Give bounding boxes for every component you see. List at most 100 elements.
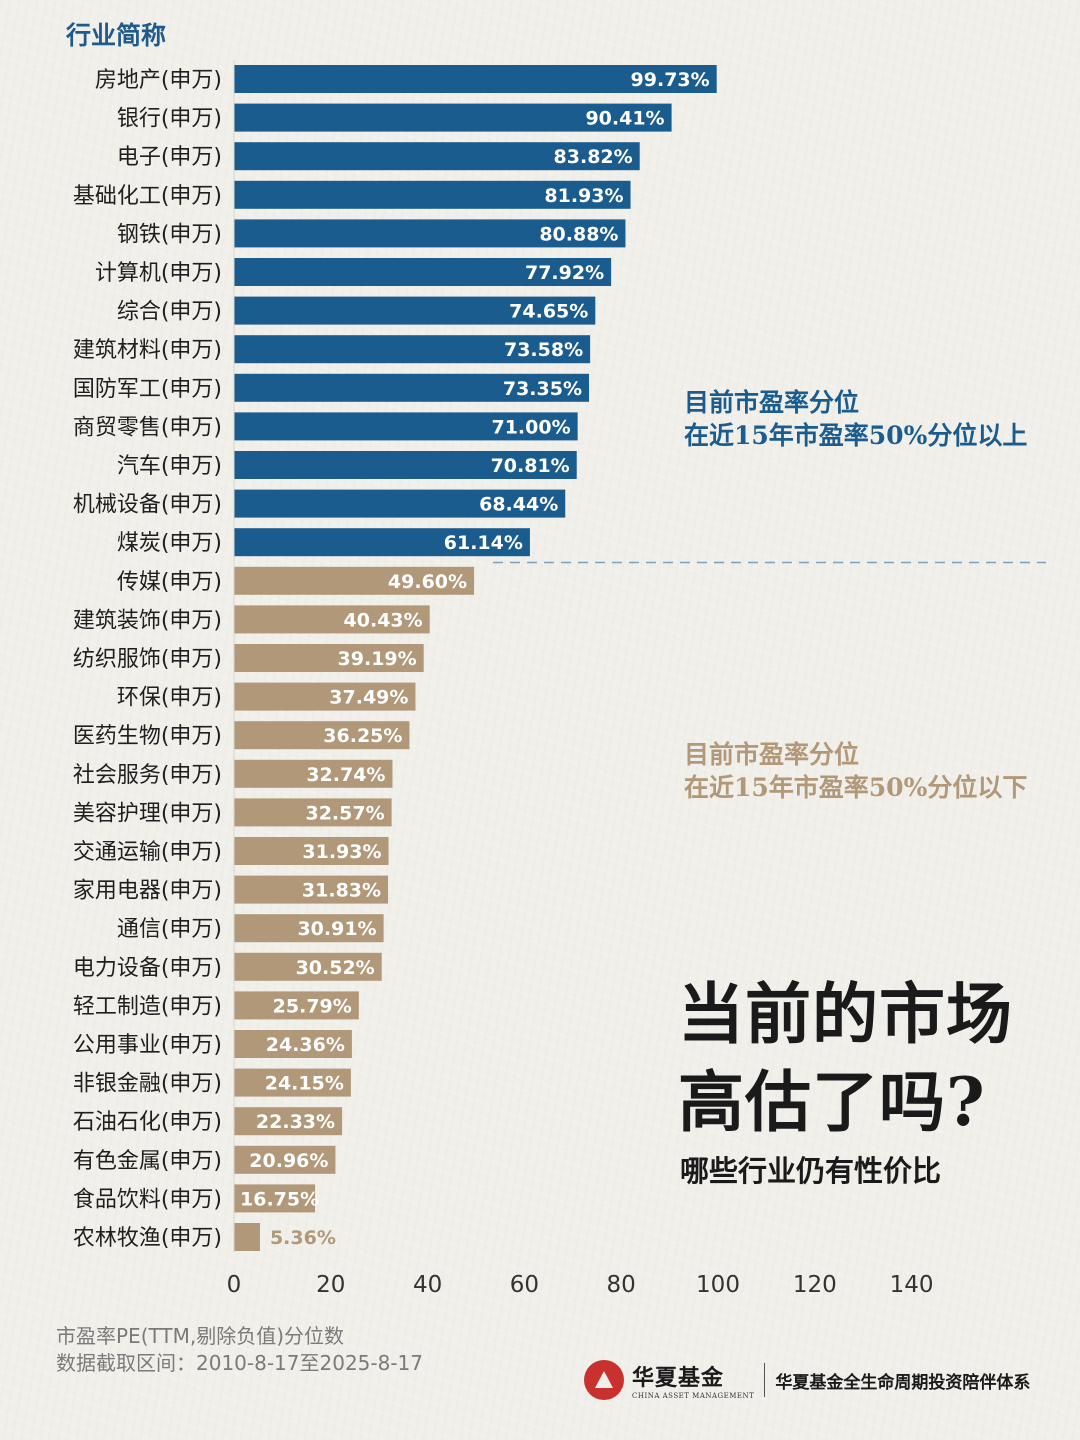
x-tick-40: 40 (413, 1272, 442, 1298)
value-label-23: 30.91% (297, 918, 376, 940)
annotation-above-line2: 在近15年市盈率50%分位以上 (684, 421, 1028, 450)
x-tick-80: 80 (607, 1272, 636, 1298)
bar-20 (234, 798, 392, 827)
bar-2 (234, 103, 672, 132)
category-label-15: 建筑装饰(申万) (73, 608, 222, 633)
category-label-10: 商贸零售(申万) (73, 415, 222, 440)
category-label-13: 煤炭(申万) (117, 531, 222, 556)
bar-23 (234, 914, 384, 943)
value-label-11: 70.81% (491, 455, 570, 477)
value-label-21: 31.93% (302, 841, 381, 863)
brand-divider (764, 1363, 766, 1397)
category-label-28: 石油石化(申万) (73, 1110, 222, 1135)
bar-19 (234, 759, 393, 788)
x-tick-120: 120 (793, 1272, 837, 1298)
x-tick-100: 100 (696, 1272, 740, 1298)
x-tick-60: 60 (510, 1272, 539, 1298)
value-label-16: 39.19% (338, 648, 417, 670)
bar-4 (234, 180, 631, 209)
footnote-date-range: 数据截取区间：2010-8-17至2025-8-17 (56, 1351, 424, 1375)
bar-3 (234, 142, 640, 171)
bar-14 (234, 566, 475, 595)
column-header: 行业简称 (66, 21, 167, 50)
category-label-11: 汽车(申万) (117, 454, 222, 479)
category-label-8: 建筑材料(申万) (73, 338, 222, 363)
bar-21 (234, 837, 389, 865)
value-label-4: 81.93% (544, 185, 623, 207)
headline-line2: 高估了吗? (678, 1063, 986, 1141)
bar-10 (234, 412, 578, 441)
bar-8 (234, 335, 591, 364)
value-label-8: 73.58% (504, 339, 583, 361)
value-label-6: 77.92% (525, 262, 604, 284)
bar-1 (234, 65, 717, 93)
bar-15 (234, 605, 430, 634)
value-label-28: 22.33% (256, 1111, 335, 1133)
bar-29 (234, 1145, 336, 1174)
value-label-26: 24.36% (266, 1034, 345, 1056)
annotation-below-line1: 目前市盈率分位 (684, 740, 860, 769)
footnote-metric: 市盈率PE(TTM,剔除负值)分位数 (56, 1324, 344, 1348)
category-label-21: 交通运输(申万) (73, 840, 222, 865)
value-label-17: 37.49% (329, 687, 408, 709)
category-label-27: 非银金融(申万) (73, 1072, 222, 1097)
bar-chart: 房地产(申万) 99.73% 银行(申万) 90.41% 电子(申万) 83.82% 基础化… (73, 60, 1046, 1298)
value-label-30: 16.75% (240, 1188, 319, 1210)
category-label-17: 环保(申万) (117, 686, 222, 711)
category-label-2: 银行(申万) (117, 107, 222, 132)
annotation-below-median: 目前市盈率分位 在近15年市盈率50%分位以下 (684, 738, 1027, 804)
value-label-15: 40.43% (344, 609, 423, 631)
headline-subtitle: 哪些行业仍有性价比 (680, 1154, 942, 1188)
category-label-14: 传媒(申万) (117, 570, 222, 595)
category-label-16: 纺织服饰(申万) (73, 647, 222, 672)
value-label-20: 32.57% (305, 802, 384, 824)
value-label-3: 83.82% (554, 146, 633, 168)
bar-12 (234, 489, 566, 518)
annotation-above-line1: 目前市盈率分位 (684, 388, 860, 417)
bar-25 (234, 991, 359, 1020)
category-label-26: 公用事业(申万) (73, 1033, 222, 1058)
brand-logo-icon (584, 1360, 624, 1400)
headline-line1: 当前的市场 (678, 975, 1013, 1053)
bar-27 (234, 1068, 351, 1097)
bar-5 (234, 219, 626, 248)
value-label-19: 32.74% (306, 764, 385, 786)
bar-31 (234, 1223, 260, 1251)
bar-17 (234, 682, 416, 711)
category-label-29: 有色金属(申万) (73, 1149, 222, 1174)
value-label-7: 74.65% (509, 301, 588, 323)
bar-26 (234, 1030, 352, 1058)
headline: 当前的市场 高估了吗? (678, 970, 1013, 1146)
category-label-1: 房地产(申万) (95, 68, 222, 93)
category-label-19: 社会服务(申万) (73, 763, 222, 788)
bar-11 (234, 451, 577, 479)
annotation-above-median: 目前市盈率分位 在近15年市盈率50%分位以上 (684, 386, 1027, 452)
value-label-25: 25.79% (273, 995, 352, 1017)
category-label-5: 钢铁(申万) (117, 222, 222, 247)
x-tick-140: 140 (890, 1272, 934, 1298)
bar-16 (234, 644, 424, 672)
bar-6 (234, 258, 612, 286)
category-label-7: 综合(申万) (117, 300, 222, 325)
category-label-12: 机械设备(申万) (73, 493, 222, 518)
bar-24 (234, 952, 382, 981)
brand-slogan: 华夏基金全生命周期投资陪伴体系 (775, 1372, 1031, 1393)
bar-28 (234, 1107, 343, 1136)
bar-13 (234, 528, 530, 557)
brand-wordmark: 华夏基金 CHINA ASSET MANAGEMENT (632, 1360, 754, 1400)
value-label-2: 90.41% (585, 108, 664, 130)
value-label-10: 71.00% (491, 416, 570, 438)
value-label-27: 24.15% (265, 1073, 344, 1095)
bar-7 (234, 296, 596, 325)
value-label-1: 99.73% (631, 69, 710, 91)
value-label-24: 30.52% (296, 957, 375, 979)
category-label-25: 轻工制造(申万) (73, 994, 222, 1019)
category-label-9: 国防军工(申万) (73, 377, 222, 402)
brand-english-name: CHINA ASSET MANAGEMENT (632, 1392, 755, 1400)
bar-30 (234, 1184, 316, 1213)
x-tick-20: 20 (316, 1272, 345, 1298)
category-label-3: 电子(申万) (117, 145, 222, 170)
bar-22 (234, 875, 389, 904)
value-label-12: 68.44% (479, 494, 558, 516)
value-label-18: 36.25% (323, 725, 402, 747)
